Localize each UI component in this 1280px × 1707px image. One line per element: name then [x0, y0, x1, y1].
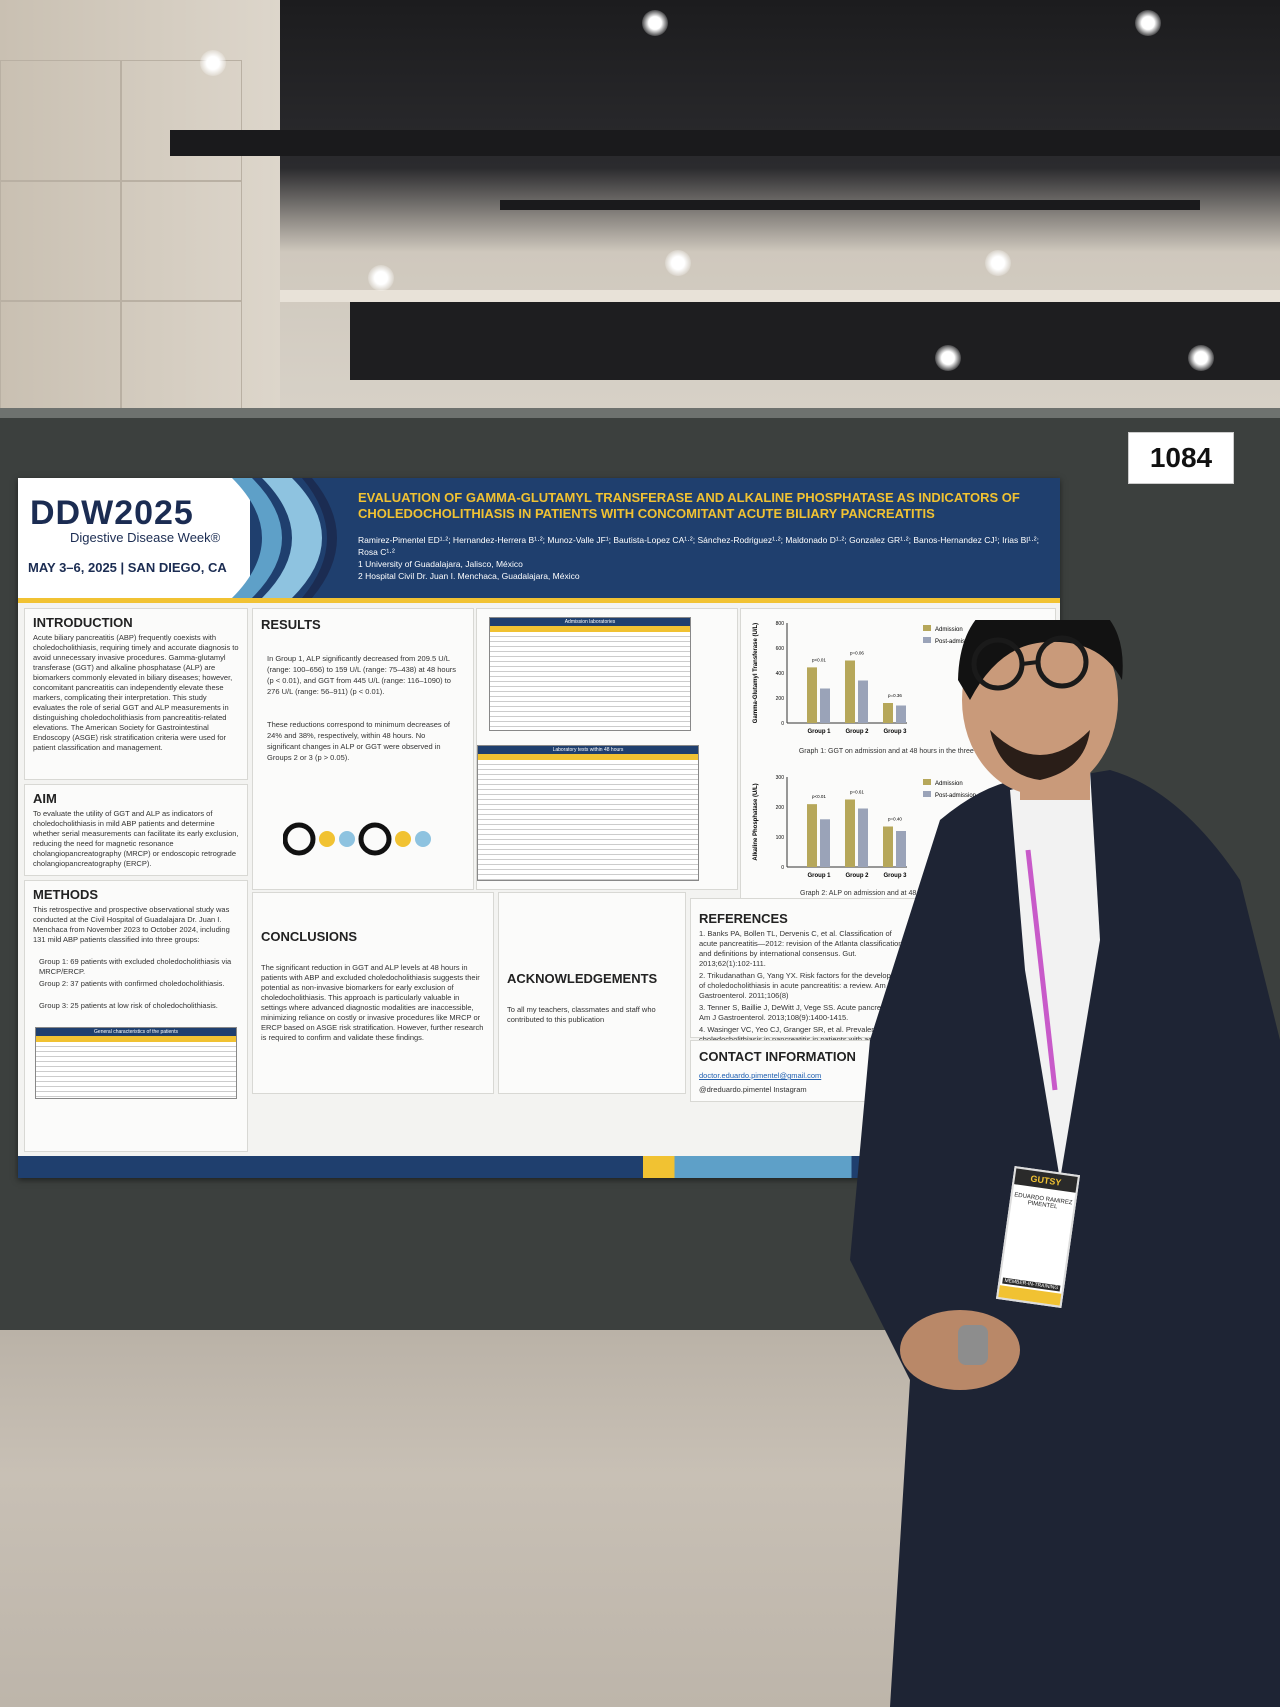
ceiling-light: [665, 250, 691, 276]
post-admission-bar: [896, 705, 906, 723]
post-admission-bar: [858, 808, 868, 867]
ceiling-beam: [350, 300, 1280, 380]
ddw-logo: DDW2025 Digestive Disease Week® MAY 3–6,…: [18, 478, 250, 598]
ceiling-light: [1188, 345, 1214, 371]
category-label: Group 2: [845, 729, 869, 735]
y-axis-label: Alkaline Phosphatase (U/L): [753, 783, 759, 860]
ceiling-light: [985, 250, 1011, 276]
legend-label: Admission: [935, 781, 963, 787]
p-value-label: p<0.01: [812, 657, 826, 662]
decorative-dots: [283, 822, 431, 856]
admission-bar: [807, 804, 817, 867]
results-tables: Admission laboratories Laboratory tests …: [476, 608, 738, 890]
contact-instagram: @dreduardo.pimentel Instagram: [699, 1085, 807, 1094]
tick-label: 400: [776, 671, 785, 677]
y-axis-label: Gamma-Glutamyl Transferase (U/L): [753, 623, 759, 723]
admission-bar: [845, 799, 855, 867]
tick-label: 0: [781, 721, 784, 727]
methods-section: METHODS This retrospective and prospecti…: [24, 880, 248, 1152]
tick-label: 200: [776, 805, 785, 811]
poster-authors: Ramirez-Pimentel ED¹·²; Hernandez-Herrer…: [358, 535, 1039, 581]
poster-banner: DDW2025 Digestive Disease Week® MAY 3–6,…: [18, 478, 1060, 598]
post-admission-bar: [820, 819, 830, 867]
tick-label: 800: [776, 621, 785, 627]
conclusions-section: CONCLUSIONS The significant reduction in…: [252, 892, 494, 1094]
legend-label: Post-admission: [935, 793, 976, 799]
tick-label: 300: [776, 775, 785, 781]
p-value-label: p=0.36: [888, 693, 902, 698]
gold-divider: [18, 598, 1060, 603]
results-section: RESULTS In Group 1, ALP significantly de…: [252, 608, 474, 890]
p-value-label: p=0.40: [888, 817, 902, 822]
ceiling-light: [642, 10, 668, 36]
category-label: Group 3: [883, 729, 907, 735]
legend-swatch: [923, 791, 931, 797]
poster-footer-stripe: [18, 1156, 1060, 1178]
aim-section: AIM To evaluate the utility of GGT and A…: [24, 784, 248, 876]
ceiling-beam: [170, 130, 1280, 156]
poster-title: EVALUATION OF GAMMA-GLUTAMYL TRANSFERASE…: [358, 490, 1020, 521]
legend-swatch: [923, 779, 931, 785]
ceiling-truss: [280, 290, 1280, 302]
acknowledgements-section: ACKNOWLEDGEMENTS To all my teachers, cla…: [498, 892, 686, 1094]
legend-swatch: [923, 625, 931, 631]
tick-label: 0: [781, 865, 784, 871]
admission-labs-table: Admission laboratories: [489, 617, 691, 731]
presenter-person: [850, 620, 1280, 1707]
graph2-caption: Graph 2: ALP on admission and at 48 hour…: [800, 890, 996, 897]
tick-label: 100: [776, 835, 785, 841]
category-label: Group 2: [845, 873, 869, 879]
booth-number: 1084: [1128, 432, 1234, 484]
legend-label: Post-admission: [935, 639, 976, 645]
introduction-section: INTRODUCTION Acute biliary pancreatitis …: [24, 608, 248, 780]
logo-arcs: [232, 478, 337, 598]
graph1-caption: Graph 1: GGT on admission and at 48 hour…: [798, 748, 998, 755]
p-value-label: p<0.01: [812, 794, 826, 799]
ceiling-light: [1135, 10, 1161, 36]
reference-item: 3. Tenner S, Baillie J, DeWitt J, Vege S…: [699, 1003, 899, 1022]
admission-bar: [845, 660, 855, 723]
category-label: Group 1: [807, 729, 831, 735]
ceiling-light: [935, 345, 961, 371]
legend-swatch: [923, 637, 931, 643]
post-admission-bar: [858, 680, 868, 723]
admission-bar: [807, 667, 817, 723]
ceiling-light: [200, 50, 226, 76]
admission-bar: [883, 826, 893, 867]
reference-item: 1. Banks PA, Bollen TL, Dervenis C, et a…: [699, 929, 903, 968]
ceiling-light: [368, 265, 394, 291]
legend-label: Admission: [935, 627, 963, 633]
p-value-label: p=0.61: [850, 790, 864, 795]
research-poster: DDW2025 Digestive Disease Week® MAY 3–6,…: [18, 478, 1060, 1178]
alp-bar-chart: Alkaline Phosphatase (U/L) 0 100 200 300 Grou…: [753, 775, 976, 879]
characteristics-table: General characteristics of the patients: [35, 1027, 237, 1099]
contact-email[interactable]: doctor.eduardo.pimentel@gmail.com: [699, 1071, 822, 1080]
tick-label: 600: [776, 646, 785, 652]
labs-48h-table: Laboratory tests within 48 hours: [477, 745, 699, 881]
concrete-wall: [0, 0, 280, 420]
ceiling-beam: [500, 200, 1200, 210]
ggt-bar-chart: Gamma-Glutamyl Transferase (U/L) 0 200 400 6…: [753, 621, 976, 735]
post-admission-bar: [896, 831, 906, 867]
reference-item: 2. Trikudanathan G, Yang YX. Risk factor…: [699, 971, 908, 1000]
admission-bar: [883, 703, 893, 723]
tick-label: 200: [776, 696, 785, 702]
p-value-label: p=0.06: [850, 651, 864, 656]
category-label: Group 1: [807, 873, 831, 879]
post-admission-bar: [820, 688, 830, 723]
category-label: Group 3: [883, 873, 907, 879]
